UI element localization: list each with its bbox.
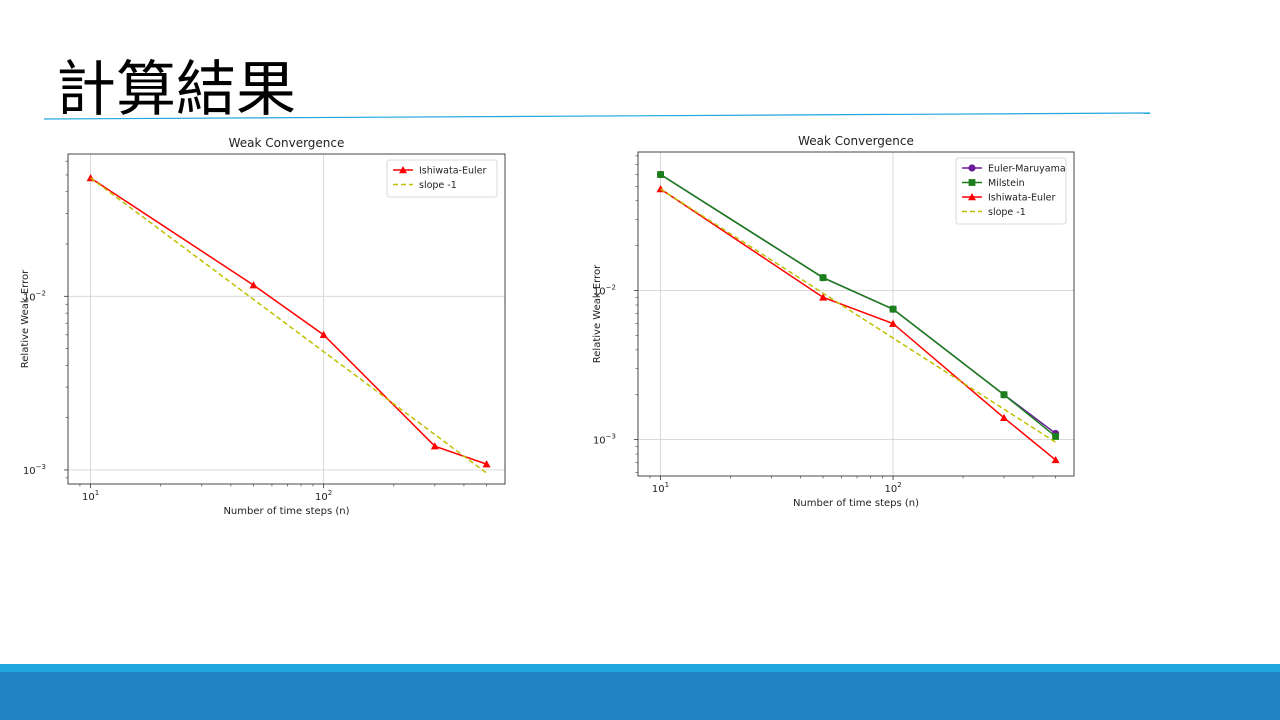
x-axis-label: Number of time steps (n) — [223, 506, 349, 517]
data-point-ishiwata-euler — [249, 281, 258, 289]
chart-title: Weak Convergence — [229, 136, 345, 150]
data-point-milstein — [1000, 391, 1008, 399]
chart-weak-convergence-comparison: 101 102 10−3 10−2 Weak Convergence Number of … — [592, 132, 1088, 514]
tick-label-x: 102 — [315, 489, 332, 503]
tick-label-x: 102 — [884, 481, 901, 495]
legend-box — [386, 159, 498, 198]
legend-box — [955, 157, 1067, 225]
plot-frame — [67, 153, 506, 485]
series-slope-1 — [660, 188, 1056, 443]
data-point-ishiwata-euler — [482, 460, 491, 468]
tick-label-y: 10−2 — [593, 284, 616, 298]
x-axis-label: Number of time steps (n) — [793, 498, 919, 509]
data-point-milstein — [889, 305, 897, 313]
series-slope-1 — [90, 177, 487, 474]
data-point-milstein — [657, 171, 664, 178]
slide-title: 計算結果 — [56, 55, 296, 125]
data-point-ishiwata-euler — [819, 293, 828, 301]
legend-label: Milstein — [988, 178, 1025, 189]
series-ishiwata-euler — [656, 184, 1060, 464]
series-line-ishiwata-euler — [660, 188, 1057, 461]
tick-label-y: 10−3 — [593, 433, 616, 447]
tick-label-x: 101 — [652, 481, 669, 495]
series-line-slope-1 — [660, 188, 1056, 443]
legend: Euler-Maruyama Milstein Ishiwata-Euler slop… — [955, 157, 1067, 225]
data-point-milstein — [1052, 433, 1059, 440]
legend-item-milstein: Milstein — [962, 178, 1025, 189]
legend-item-slope-1: slope -1 — [962, 207, 1026, 218]
legend-label: slope -1 — [419, 180, 457, 191]
legend-item-ishiwata-euler: Ishiwata-Euler — [393, 166, 486, 177]
y-axis-label: Relative Weak Error — [592, 264, 603, 363]
series-line-ishiwata-euler — [90, 177, 487, 465]
data-point-ishiwata-euler — [319, 330, 328, 339]
tick-label-y: 10−2 — [23, 289, 46, 303]
series-milstein — [657, 171, 1059, 440]
legend-item-ishiwata-euler: Ishiwata-Euler — [962, 193, 1055, 204]
legend-label: Euler-Maruyama — [988, 164, 1066, 175]
y-axis-label: Relative Weak Error — [20, 269, 31, 368]
chart-title: Weak Convergence — [798, 134, 914, 148]
plot-frame — [637, 151, 1075, 477]
legend-marker — [968, 164, 976, 172]
legend-item-euler-maruyama: Euler-Maruyama — [962, 164, 1066, 175]
footer-bar — [0, 672, 1280, 720]
data-point-ishiwata-euler — [889, 319, 898, 327]
legend: Ishiwata-Euler slope -1 — [386, 159, 498, 198]
series-ishiwata-euler — [86, 174, 491, 468]
legend-marker — [968, 193, 976, 201]
legend-marker — [399, 166, 407, 174]
series-line-slope-1 — [90, 177, 487, 474]
tick-label-x: 101 — [82, 489, 99, 503]
data-point-milstein — [819, 274, 827, 282]
data-point-ishiwata-euler — [430, 442, 439, 450]
legend-label: Ishiwata-Euler — [419, 166, 486, 177]
legend-marker — [968, 179, 976, 186]
legend-label: slope -1 — [988, 207, 1026, 218]
footer-accent-stripe — [0, 664, 1280, 672]
chart-weak-convergence-ishiwata: 101 102 10−3 10−2 Weak Convergence Number of … — [20, 136, 520, 522]
data-point-ishiwata-euler — [1051, 455, 1060, 464]
legend-item-slope-1: slope -1 — [393, 180, 457, 191]
legend-label: Ishiwata-Euler — [988, 193, 1055, 204]
tick-label-y: 10−3 — [23, 463, 46, 477]
data-point-ishiwata-euler — [1000, 413, 1009, 422]
